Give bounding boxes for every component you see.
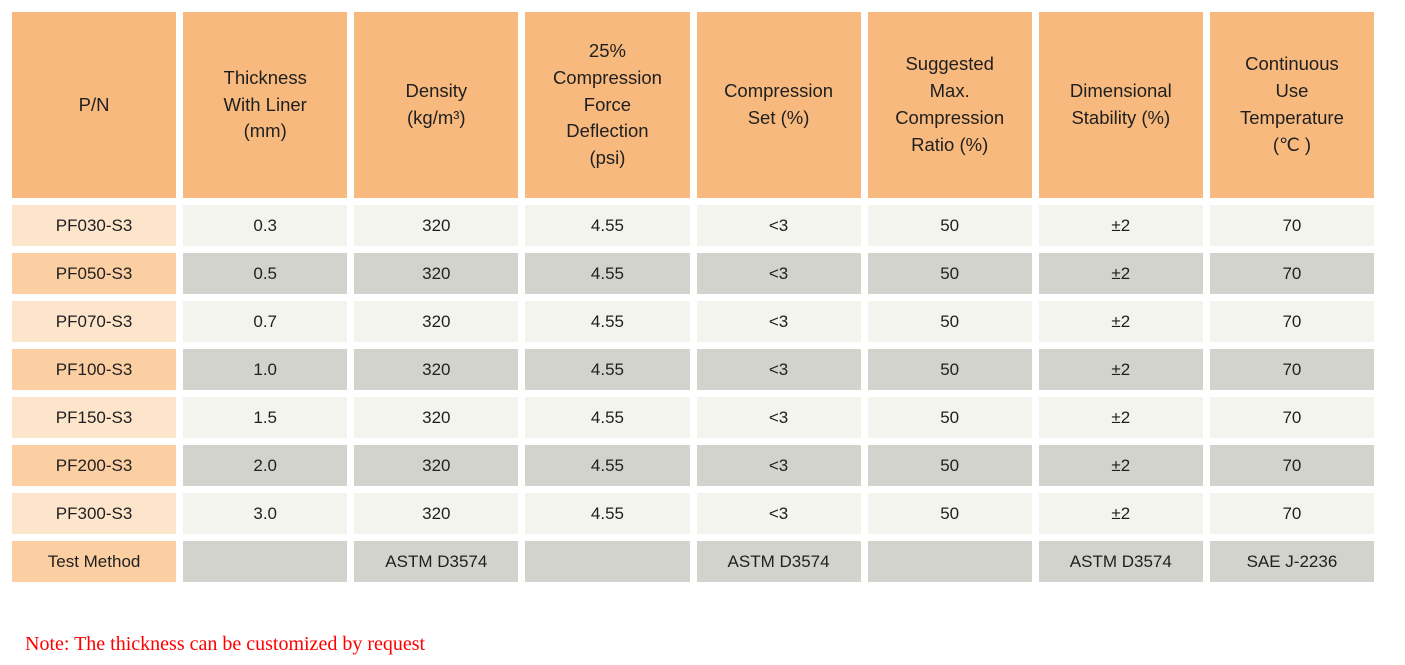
column-header-compression-set: Compression Set (%) <box>696 12 861 198</box>
table-cell: <3 <box>696 301 861 342</box>
table-cell: 70 <box>1209 445 1374 486</box>
table-cell: ±2 <box>1038 349 1203 390</box>
table-cell: 320 <box>354 253 519 294</box>
table-row: PF300-S3 3.0 320 4.55 <3 50 ±2 70 <box>12 493 1374 534</box>
table-cell: 0.5 <box>183 253 348 294</box>
column-header-pn: P/N <box>12 12 177 198</box>
table-row: PF050-S3 0.5 320 4.55 <3 50 ±2 70 <box>12 253 1374 294</box>
table-cell: 70 <box>1209 397 1374 438</box>
table-cell: 50 <box>867 493 1032 534</box>
table-cell: 70 <box>1209 349 1374 390</box>
table-cell: <3 <box>696 493 861 534</box>
table-cell: 70 <box>1209 253 1374 294</box>
table-cell: 320 <box>354 445 519 486</box>
table-cell: <3 <box>696 397 861 438</box>
table-cell: 4.55 <box>525 445 690 486</box>
pn-cell: PF070-S3 <box>12 301 177 342</box>
pn-cell: PF300-S3 <box>12 493 177 534</box>
table-cell: 50 <box>867 445 1032 486</box>
table-cell: ±2 <box>1038 253 1203 294</box>
test-method-row: Test Method ASTM D3574 ASTM D3574 ASTM D… <box>12 541 1374 582</box>
table-cell: 50 <box>867 397 1032 438</box>
pn-cell: PF100-S3 <box>12 349 177 390</box>
table-cell: 50 <box>867 349 1032 390</box>
table-cell: 320 <box>354 397 519 438</box>
table-cell: ±2 <box>1038 493 1203 534</box>
table-cell: 50 <box>867 205 1032 246</box>
table-cell: 4.55 <box>525 205 690 246</box>
test-method-cell: ASTM D3574 <box>696 541 861 582</box>
spec-table: P/N Thickness With Liner (mm) Density (k… <box>5 5 1381 589</box>
table-cell: 4.55 <box>525 301 690 342</box>
column-header-thickness-with-liner: Thickness With Liner (mm) <box>183 12 348 198</box>
table-row: PF070-S3 0.7 320 4.55 <3 50 ±2 70 <box>12 301 1374 342</box>
table-cell: 2.0 <box>183 445 348 486</box>
table-row: PF200-S3 2.0 320 4.55 <3 50 ±2 70 <box>12 445 1374 486</box>
table-row: PF030-S3 0.3 320 4.55 <3 50 ±2 70 <box>12 205 1374 246</box>
table-cell: 0.7 <box>183 301 348 342</box>
pn-cell: PF200-S3 <box>12 445 177 486</box>
table-cell: <3 <box>696 205 861 246</box>
pn-cell: PF050-S3 <box>12 253 177 294</box>
table-cell: 50 <box>867 301 1032 342</box>
page: P/N Thickness With Liner (mm) Density (k… <box>0 5 1405 665</box>
test-method-cell: SAE J-2236 <box>1209 541 1374 582</box>
table-cell: <3 <box>696 349 861 390</box>
table-cell: ±2 <box>1038 397 1203 438</box>
table-header: P/N Thickness With Liner (mm) Density (k… <box>12 12 1374 198</box>
table-row: PF100-S3 1.0 320 4.55 <3 50 ±2 70 <box>12 349 1374 390</box>
table-row: PF150-S3 1.5 320 4.55 <3 50 ±2 70 <box>12 397 1374 438</box>
table-cell: 4.55 <box>525 349 690 390</box>
test-method-cell <box>183 541 348 582</box>
table-cell: <3 <box>696 253 861 294</box>
pn-cell: PF150-S3 <box>12 397 177 438</box>
test-method-cell <box>867 541 1032 582</box>
column-header-density: Density (kg/m³) <box>354 12 519 198</box>
test-method-cell: ASTM D3574 <box>354 541 519 582</box>
table-cell: 4.55 <box>525 493 690 534</box>
table-cell: 320 <box>354 493 519 534</box>
table-cell: 4.55 <box>525 397 690 438</box>
test-method-cell <box>525 541 690 582</box>
header-row: P/N Thickness With Liner (mm) Density (k… <box>12 12 1374 198</box>
table-cell: 3.0 <box>183 493 348 534</box>
table-cell: 320 <box>354 349 519 390</box>
table-cell: 320 <box>354 301 519 342</box>
table-cell: 70 <box>1209 205 1374 246</box>
table-cell: 70 <box>1209 301 1374 342</box>
table-cell: <3 <box>696 445 861 486</box>
table-cell: ±2 <box>1038 301 1203 342</box>
note-text: Note: The thickness can be customized by… <box>25 633 426 655</box>
test-method-label-cell: Test Method <box>12 541 177 582</box>
column-header-suggested-max-compression-ratio: Suggested Max. Compression Ratio (%) <box>867 12 1032 198</box>
table-cell: 70 <box>1209 493 1374 534</box>
column-header-continuous-use-temperature: Continuous Use Temperature (℃ ) <box>1209 12 1374 198</box>
column-header-dimensional-stability: Dimensional Stability (%) <box>1038 12 1203 198</box>
column-header-compression-force-deflection: 25% Compression Force Deflection (psi) <box>525 12 690 198</box>
table-cell: 320 <box>354 205 519 246</box>
table-cell: 1.5 <box>183 397 348 438</box>
test-method-cell: ASTM D3574 <box>1038 541 1203 582</box>
table-cell: 50 <box>867 253 1032 294</box>
table-cell: ±2 <box>1038 445 1203 486</box>
pn-cell: PF030-S3 <box>12 205 177 246</box>
table-cell: ±2 <box>1038 205 1203 246</box>
table-cell: 4.55 <box>525 253 690 294</box>
table-body: PF030-S3 0.3 320 4.55 <3 50 ±2 70 PF050-… <box>12 205 1374 582</box>
table-cell: 0.3 <box>183 205 348 246</box>
table-cell: 1.0 <box>183 349 348 390</box>
